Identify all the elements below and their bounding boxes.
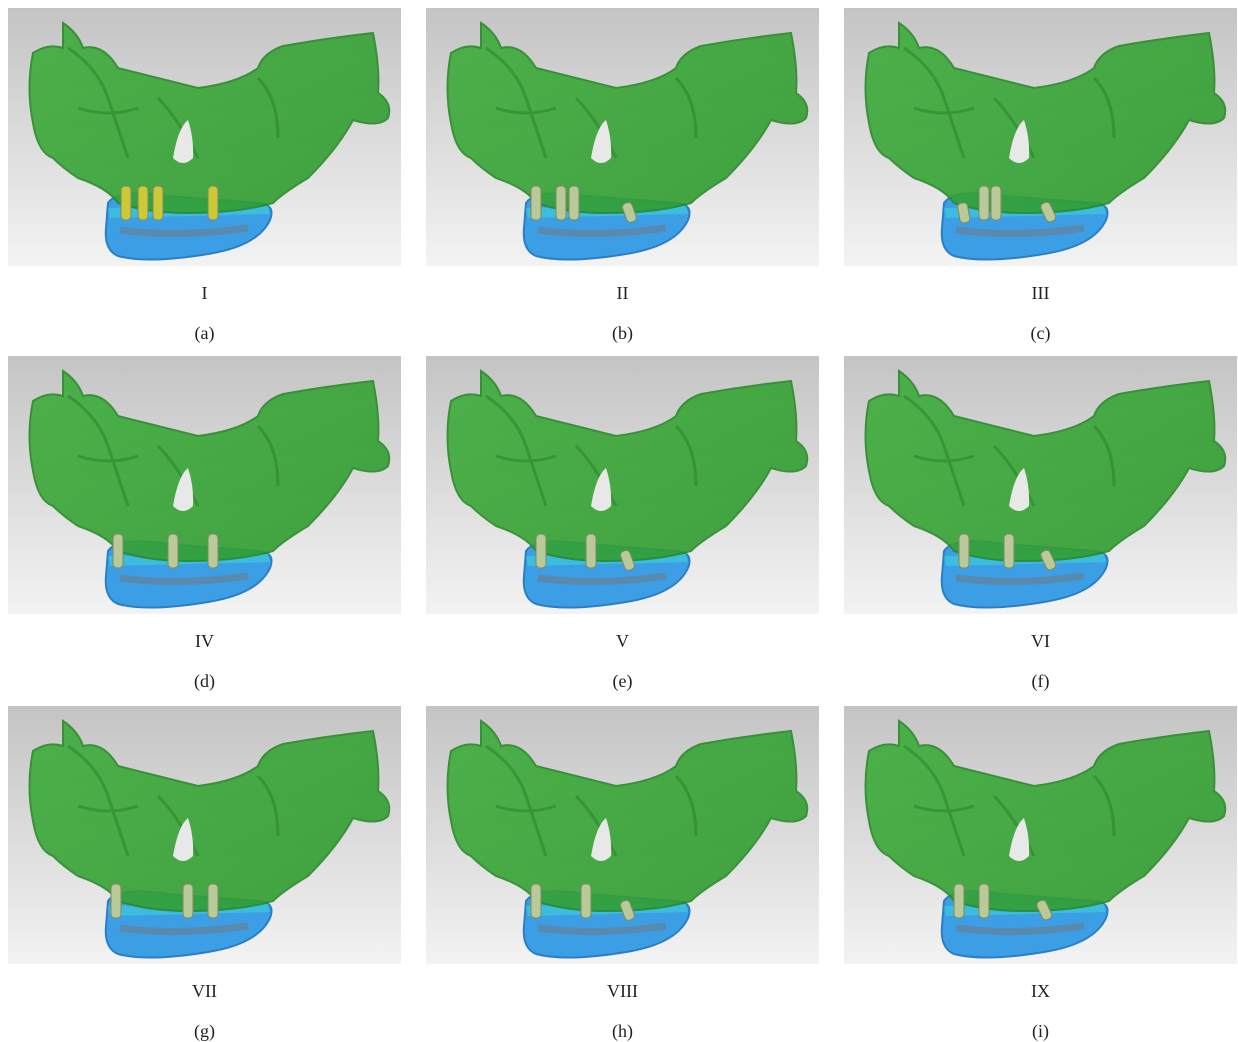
figure: {"panels": [ {"label": "I", "caption": "… (0, 0, 1238, 1042)
skull-render (844, 356, 1237, 614)
render-image (8, 356, 401, 614)
panel-caption: (f) (844, 671, 1237, 692)
implant (138, 186, 148, 220)
implant (531, 884, 541, 918)
panel-label: VII (8, 981, 401, 1002)
panel-label: IV (8, 631, 401, 652)
implant (168, 534, 178, 568)
panel-caption: (g) (8, 1021, 401, 1042)
implant (111, 884, 121, 918)
panel-caption: (e) (426, 671, 819, 692)
implant (121, 186, 131, 220)
panel-caption: (i) (844, 1021, 1237, 1042)
panel-caption: (c) (844, 323, 1237, 344)
implant (556, 186, 566, 220)
panel-label: V (426, 631, 819, 652)
implant (208, 884, 218, 918)
skull-render (426, 706, 819, 964)
panel-caption: (h) (426, 1021, 819, 1042)
panel-label: II (426, 283, 819, 304)
skull-render (8, 356, 401, 614)
panel: III(c) (844, 8, 1237, 266)
panel: IX(i) (844, 706, 1237, 964)
implant (208, 534, 218, 568)
render-image (844, 706, 1237, 964)
implant (586, 534, 596, 568)
panel: VII(g) (8, 706, 401, 964)
skull-render (426, 8, 819, 266)
render-image (426, 706, 819, 964)
implant (113, 534, 123, 568)
panel-label: I (8, 283, 401, 304)
render-image (8, 706, 401, 964)
panel-label: IX (844, 981, 1237, 1002)
skull-render (426, 356, 819, 614)
panel: IV(d) (8, 356, 401, 614)
implant (183, 884, 193, 918)
implant (536, 534, 546, 568)
render-image (426, 8, 819, 266)
render-image (844, 8, 1237, 266)
panel: I(a) (8, 8, 401, 266)
implant (991, 186, 1001, 220)
panel-caption: (b) (426, 323, 819, 344)
implant (1004, 534, 1014, 568)
render-image (844, 356, 1237, 614)
render-image (426, 356, 819, 614)
implant (581, 884, 591, 918)
skull-render (844, 8, 1237, 266)
implant (979, 884, 989, 918)
implant (569, 186, 579, 220)
implant (153, 186, 163, 220)
panel-caption: (a) (8, 323, 401, 344)
implant (208, 186, 218, 220)
implant (531, 186, 541, 220)
implant (959, 534, 969, 568)
panel-label: VIII (426, 981, 819, 1002)
panel: VIII(h) (426, 706, 819, 964)
implant (954, 884, 964, 918)
panel-caption: (d) (8, 671, 401, 692)
skull-render (8, 706, 401, 964)
render-image (8, 8, 401, 266)
panel-label: III (844, 283, 1237, 304)
panel: II(b) (426, 8, 819, 266)
panel: VI(f) (844, 356, 1237, 614)
implant (979, 186, 989, 220)
skull-render (844, 706, 1237, 964)
panel: V(e) (426, 356, 819, 614)
skull-render (8, 8, 401, 266)
panel-label: VI (844, 631, 1237, 652)
